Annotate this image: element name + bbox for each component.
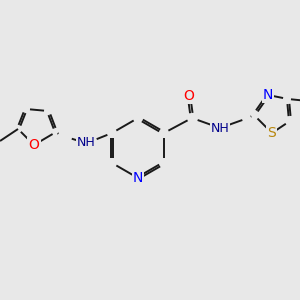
Text: S: S <box>268 126 276 140</box>
Text: N: N <box>133 171 143 185</box>
Text: N: N <box>263 88 273 102</box>
Text: NH: NH <box>211 122 230 134</box>
Text: O: O <box>184 89 194 103</box>
Text: O: O <box>28 138 40 152</box>
Text: NH: NH <box>76 136 95 149</box>
